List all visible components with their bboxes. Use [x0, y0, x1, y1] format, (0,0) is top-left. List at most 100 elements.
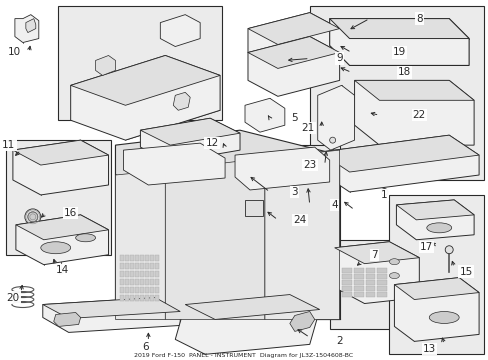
Text: 1: 1: [380, 190, 387, 200]
Text: 6: 6: [142, 342, 148, 352]
Polygon shape: [317, 85, 354, 150]
Polygon shape: [54, 312, 81, 327]
Text: 15: 15: [459, 267, 472, 276]
Bar: [353, 280, 363, 285]
Bar: [365, 285, 375, 291]
Bar: [58, 6, 222, 120]
Polygon shape: [123, 143, 224, 185]
Bar: [353, 268, 363, 273]
Text: 20: 20: [6, 293, 20, 302]
Bar: [150, 294, 154, 301]
Text: 14: 14: [56, 265, 69, 275]
Bar: [135, 271, 139, 276]
Bar: [145, 271, 149, 276]
Circle shape: [329, 137, 335, 143]
Bar: [155, 294, 159, 301]
Polygon shape: [16, 215, 108, 265]
Bar: [341, 280, 351, 285]
Bar: [140, 255, 144, 261]
Bar: [377, 280, 386, 285]
Bar: [353, 274, 363, 279]
Bar: [130, 255, 134, 261]
Text: 18: 18: [397, 67, 410, 77]
Bar: [140, 279, 144, 285]
Text: 16: 16: [64, 208, 77, 218]
Bar: [155, 287, 159, 293]
Polygon shape: [329, 19, 468, 39]
Bar: [145, 279, 149, 285]
Bar: [135, 255, 139, 261]
Ellipse shape: [388, 273, 399, 279]
Bar: [140, 294, 144, 301]
Polygon shape: [185, 294, 319, 319]
Text: 11: 11: [2, 140, 16, 150]
Polygon shape: [115, 130, 339, 200]
Polygon shape: [289, 311, 314, 332]
Ellipse shape: [76, 234, 95, 242]
Polygon shape: [115, 170, 165, 319]
Ellipse shape: [388, 259, 399, 265]
Bar: [155, 271, 159, 276]
Bar: [150, 271, 154, 276]
Bar: [150, 287, 154, 293]
Bar: [145, 294, 149, 301]
Text: 12: 12: [205, 138, 218, 148]
Ellipse shape: [428, 311, 458, 323]
Polygon shape: [71, 55, 220, 105]
Polygon shape: [247, 37, 339, 68]
Bar: [120, 287, 124, 293]
Circle shape: [28, 212, 38, 222]
Polygon shape: [115, 175, 215, 319]
Circle shape: [58, 269, 63, 274]
Bar: [155, 263, 159, 269]
Text: 2: 2: [336, 336, 342, 346]
Bar: [115, 145, 339, 319]
Bar: [120, 294, 124, 301]
Polygon shape: [16, 215, 108, 240]
Polygon shape: [394, 278, 478, 300]
Text: 24: 24: [293, 215, 306, 225]
Bar: [341, 268, 351, 273]
Bar: [120, 279, 124, 285]
Bar: [150, 279, 154, 285]
Polygon shape: [334, 242, 419, 303]
Bar: [125, 287, 129, 293]
Bar: [365, 292, 375, 297]
Text: 7: 7: [370, 250, 377, 260]
Ellipse shape: [41, 242, 71, 254]
Bar: [353, 285, 363, 291]
Polygon shape: [396, 200, 473, 240]
Polygon shape: [319, 135, 478, 192]
Ellipse shape: [426, 223, 451, 233]
Bar: [365, 274, 375, 279]
Polygon shape: [319, 135, 478, 172]
Polygon shape: [13, 140, 108, 165]
Bar: [135, 279, 139, 285]
Bar: [388, 195, 483, 354]
Bar: [145, 255, 149, 261]
Text: 3: 3: [291, 187, 298, 197]
Bar: [341, 274, 351, 279]
Circle shape: [380, 189, 387, 195]
Text: 10: 10: [7, 48, 20, 58]
Text: 5: 5: [291, 113, 298, 123]
Polygon shape: [71, 55, 220, 140]
Bar: [150, 255, 154, 261]
Bar: [150, 263, 154, 269]
Bar: [120, 271, 124, 276]
Polygon shape: [165, 158, 264, 319]
Polygon shape: [235, 147, 329, 190]
Polygon shape: [354, 80, 473, 100]
Polygon shape: [247, 13, 339, 45]
Polygon shape: [95, 55, 115, 75]
Bar: [377, 274, 386, 279]
Bar: [130, 263, 134, 269]
Polygon shape: [140, 118, 240, 145]
Polygon shape: [247, 13, 339, 68]
Text: 2019 Ford F-150  PANEL - INSTRUMENT  Diagram for JL3Z-1504608-BC: 2019 Ford F-150 PANEL - INSTRUMENT Diagr…: [134, 353, 353, 358]
Polygon shape: [215, 185, 339, 319]
Bar: [130, 279, 134, 285]
Polygon shape: [175, 294, 319, 354]
Bar: [353, 292, 363, 297]
Text: 22: 22: [412, 110, 425, 120]
